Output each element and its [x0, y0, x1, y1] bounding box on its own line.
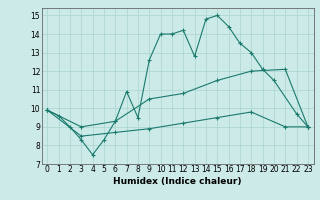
X-axis label: Humidex (Indice chaleur): Humidex (Indice chaleur) [113, 177, 242, 186]
